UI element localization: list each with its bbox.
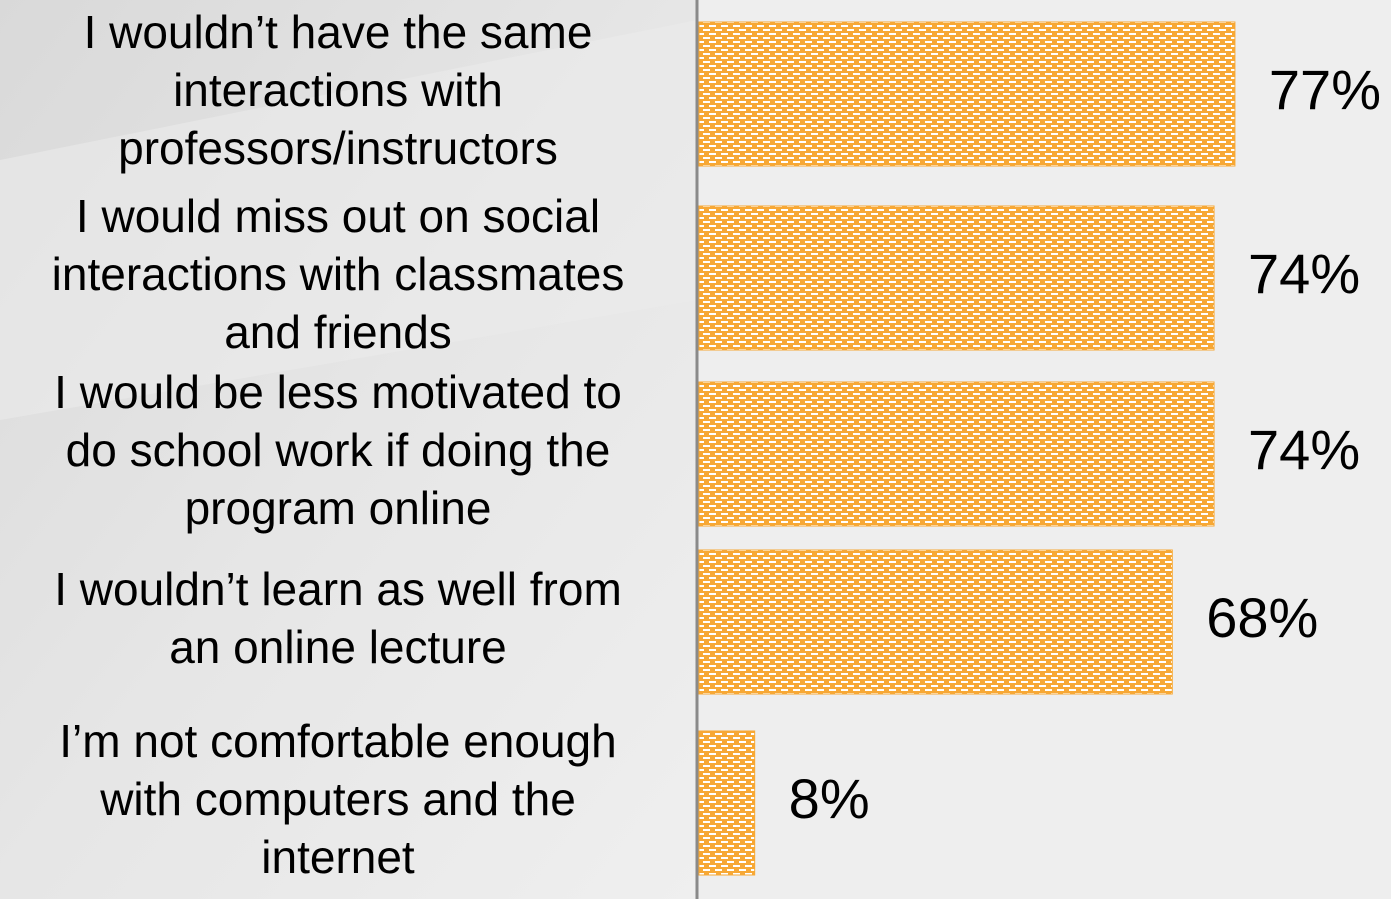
value-label: 74% [1248, 418, 1360, 481]
category-label: I’m not comfortable enough [59, 715, 616, 767]
category-label: professors/instructors [118, 122, 558, 174]
category-label: interactions with [173, 64, 503, 116]
value-label: 74% [1248, 242, 1360, 305]
category-label: interactions with classmates [52, 248, 625, 300]
category-label: do school work if doing the [66, 424, 611, 476]
category-label: and friends [224, 306, 452, 358]
value-label: 68% [1206, 586, 1318, 649]
value-label: 77% [1269, 58, 1381, 121]
category-label: an online lecture [169, 621, 507, 673]
bar [698, 549, 1173, 695]
category-label: with computers and the [99, 773, 576, 825]
background-shape [0, 20, 697, 420]
category-label: I wouldn’t have the same [84, 6, 593, 58]
category-label: program online [185, 482, 492, 534]
category-label: I wouldn’t learn as well from [54, 563, 622, 615]
bar [698, 21, 1236, 167]
category-label: internet [261, 831, 415, 883]
bar [698, 381, 1215, 527]
bar [698, 730, 756, 876]
value-label: 8% [789, 767, 870, 830]
category-label: I would be less motivated to [54, 366, 622, 418]
bar [698, 205, 1215, 351]
category-label: I would miss out on social [76, 190, 600, 242]
